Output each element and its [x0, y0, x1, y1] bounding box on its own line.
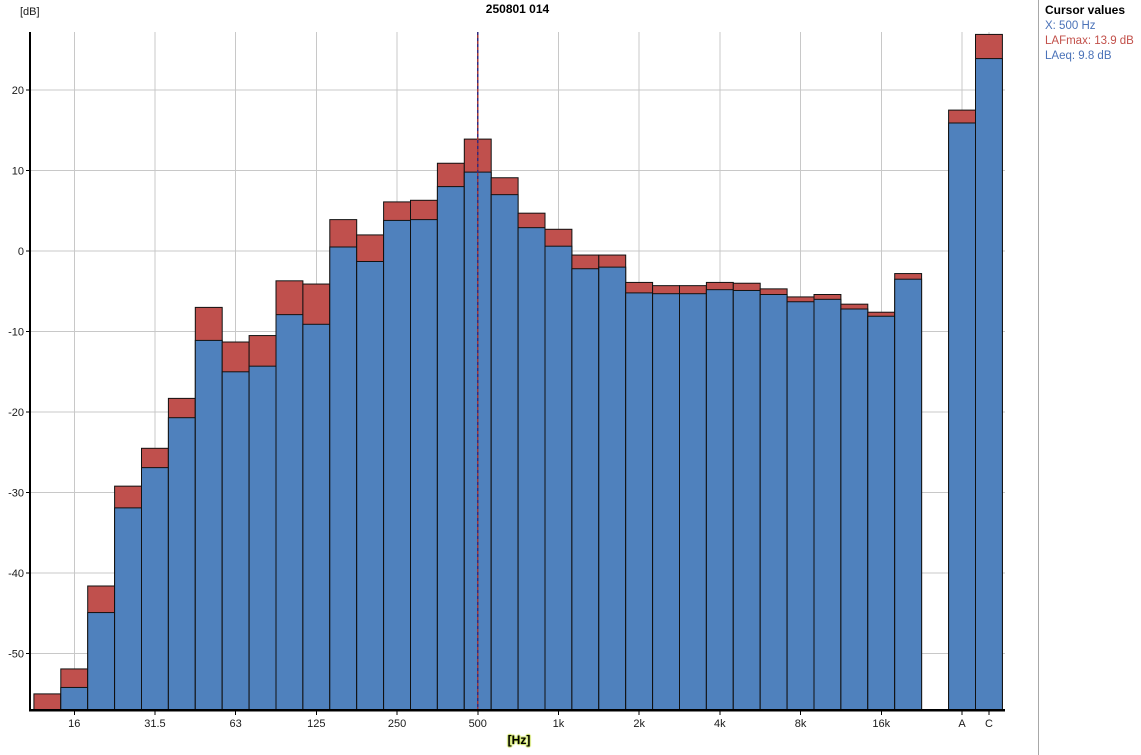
- bar-3.15k[interactable]: [679, 285, 707, 711]
- bar-630[interactable]: [490, 177, 519, 711]
- x-tick-label: 16: [68, 718, 80, 730]
- bar-16[interactable]: [60, 668, 89, 711]
- bar-80[interactable]: [248, 335, 277, 711]
- y-tick-label: 20: [12, 85, 24, 97]
- bar-20k[interactable]: [894, 273, 923, 711]
- x-tick-label: C: [985, 718, 993, 730]
- y-tick-label: -40: [8, 568, 24, 580]
- bar-2k[interactable]: [625, 281, 654, 711]
- cursor-lafmax-value: LAFmax: 13.9 dB: [1045, 35, 1134, 47]
- bar-100[interactable]: [275, 280, 304, 711]
- panel-divider: [1038, 0, 1039, 755]
- bar-C-weighted[interactable]: [975, 33, 1003, 711]
- bar-125[interactable]: [302, 283, 331, 711]
- cursor-x-value: X: 500 Hz: [1045, 20, 1096, 32]
- bar-10k[interactable]: [813, 294, 842, 711]
- bar-20[interactable]: [87, 585, 116, 711]
- bar-A-weighted[interactable]: [948, 109, 976, 711]
- bar-800[interactable]: [517, 212, 546, 711]
- x-tick-label: 125: [307, 718, 325, 730]
- bar-1.25k[interactable]: [571, 254, 600, 711]
- bar-1.6k[interactable]: [598, 254, 627, 711]
- bar-8k[interactable]: [786, 296, 815, 711]
- bar-25[interactable]: [114, 485, 142, 711]
- bar-50[interactable]: [194, 306, 223, 711]
- bar-2.5k[interactable]: [652, 285, 680, 711]
- y-tick-label: -10: [8, 327, 24, 339]
- bar-4k[interactable]: [705, 281, 734, 711]
- bar-160[interactable]: [329, 219, 358, 711]
- spectrum-chart[interactable]: 250801 014 [dB] 20 10 0 -10 -20 -30 -40 -50 16 31…: [0, 0, 1040, 755]
- x-tick-label: 4k: [714, 718, 726, 730]
- x-tick-label: 31.5: [144, 718, 165, 730]
- bar-31.5[interactable]: [141, 447, 169, 711]
- bar-63[interactable]: [221, 341, 250, 711]
- x-tick-label: A: [958, 718, 966, 730]
- spectrum-plot-svg[interactable]: 20 10 0 -10 -20 -30 -40 -50 16 31.5 63 125 250 500 1k 2…: [0, 0, 1040, 755]
- x-tick-label: 2k: [633, 718, 645, 730]
- x-axis-unit-label[interactable]: [Hz]: [507, 733, 531, 747]
- x-tick-label: 8k: [795, 718, 807, 730]
- bar-16k[interactable]: [867, 311, 896, 711]
- bar-400[interactable]: [436, 162, 465, 711]
- x-tick-label: 250: [388, 718, 406, 730]
- x-tick-label: 500: [469, 718, 487, 730]
- y-tick-label: -30: [8, 488, 24, 500]
- bar-40[interactable]: [167, 397, 196, 711]
- cursor-panel-title: Cursor values: [1045, 3, 1126, 17]
- y-tick-label: 0: [18, 246, 24, 258]
- cursor-laeq-value: LAeq: 9.8 dB: [1045, 50, 1112, 62]
- chart-title: 250801 014: [485, 2, 550, 16]
- bar-5k[interactable]: [732, 282, 761, 711]
- bar-1k[interactable]: [544, 228, 573, 711]
- bar-200[interactable]: [356, 234, 385, 711]
- y-tick-label: -50: [8, 649, 24, 661]
- bar-315[interactable]: [410, 199, 438, 711]
- y-tick-label: -20: [8, 407, 24, 419]
- x-tick-label: 63: [230, 718, 242, 730]
- x-tick-label: 16k: [872, 718, 890, 730]
- bar-12.5[interactable]: [33, 693, 62, 711]
- y-axis-unit-label: [dB]: [20, 6, 40, 18]
- band-bars[interactable]: [33, 33, 1003, 711]
- bar-250[interactable]: [383, 201, 412, 711]
- bar-12.5k[interactable]: [840, 303, 869, 711]
- bar-6.3k[interactable]: [759, 288, 788, 711]
- y-tick-label: 10: [12, 165, 24, 177]
- x-tick-label: 1k: [553, 718, 565, 730]
- cursor-values-panel: Cursor values X: 500 Hz LAFmax: 13.9 dB …: [1045, 3, 1140, 65]
